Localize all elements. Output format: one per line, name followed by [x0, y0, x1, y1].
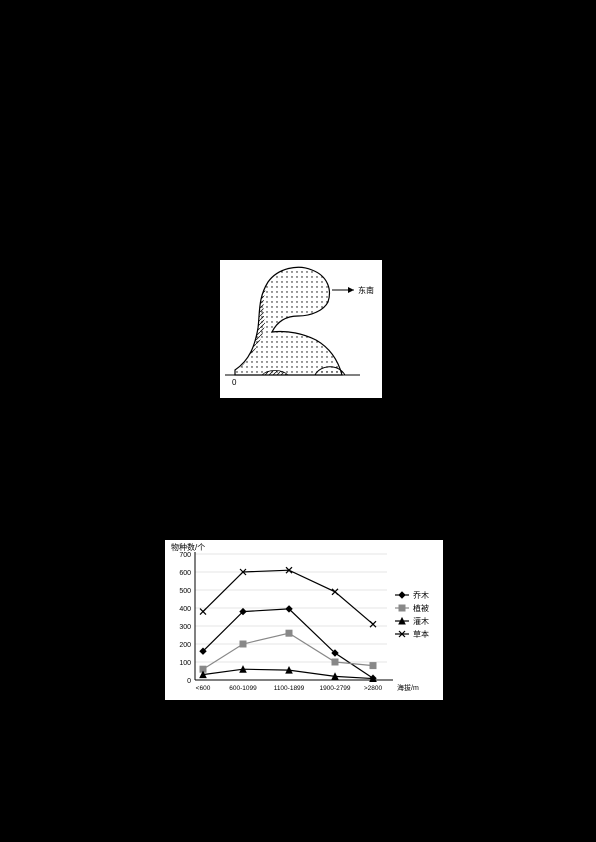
x-tick-label: 600-1099 — [229, 685, 257, 692]
chart-title: 物种数/个 — [171, 542, 205, 552]
x-tick-label: >2800 — [364, 685, 383, 692]
legend-label: 乔木 — [413, 590, 429, 600]
marker-square — [332, 659, 338, 665]
legend-label: 植被 — [413, 603, 429, 613]
legend-label: 灌木 — [413, 616, 429, 626]
y-tick-label: 0 — [187, 678, 191, 685]
y-tick-label: 700 — [179, 552, 191, 559]
x-tick-label: 1100-1899 — [274, 685, 305, 692]
direction-label: 东南 — [358, 285, 374, 295]
y-tick-label: 100 — [179, 660, 191, 667]
marker-square — [399, 605, 405, 611]
y-tick-label: 200 — [179, 642, 191, 649]
marker-square — [370, 663, 376, 669]
marker-square — [240, 641, 246, 647]
chart-svg: 0 100 200 300 400 500 600 700物种数/个 <600 600-1099 1… — [165, 540, 443, 700]
y-tick-label: 300 — [179, 624, 191, 631]
dune-diagram: 东南 0 — [220, 260, 382, 398]
zero-label: 0 — [232, 378, 237, 387]
x-tick-label: <600 — [196, 685, 211, 692]
legend-label: 草本 — [413, 629, 429, 639]
species-chart: 0 100 200 300 400 500 600 700物种数/个 <600 600-1099 1… — [165, 540, 443, 700]
y-tick-label: 400 — [179, 606, 191, 613]
x-tick-label: 1900-2799 — [319, 685, 350, 692]
marker-square — [286, 630, 292, 636]
y-tick-label: 500 — [179, 588, 191, 595]
dune-svg: 东南 0 — [220, 260, 382, 398]
y-tick-label: 600 — [179, 570, 191, 577]
x-axis-label: 海拔/m — [397, 683, 419, 692]
